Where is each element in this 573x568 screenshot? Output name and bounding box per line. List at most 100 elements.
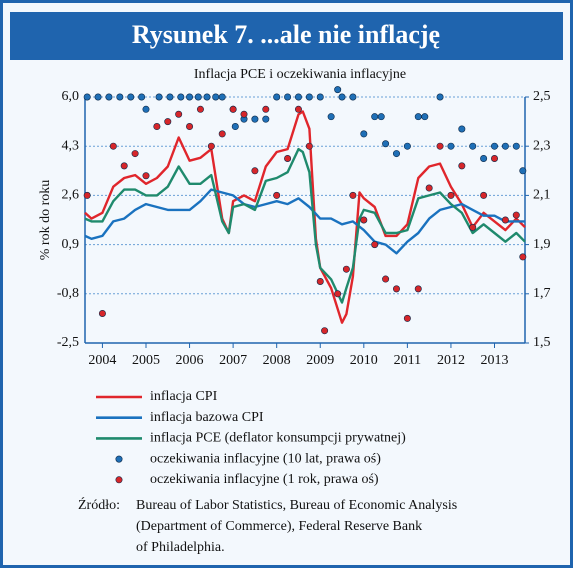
scatter-point xyxy=(371,113,379,121)
scatter-point xyxy=(360,216,368,224)
source-text: of Philadelphia. xyxy=(136,540,225,555)
scatter-point xyxy=(155,93,163,101)
scatter-point xyxy=(294,105,302,113)
scatter-point xyxy=(458,125,466,133)
y-tick-label: 4,3 xyxy=(62,138,80,153)
y-axis-label: % rok do roku xyxy=(38,180,53,261)
scatter-point xyxy=(284,93,292,101)
scatter-point xyxy=(273,93,281,101)
scatter-point xyxy=(116,93,124,101)
legend-marker xyxy=(115,476,123,484)
scatter-point xyxy=(127,93,135,101)
scatter-point xyxy=(305,93,313,101)
scatter-point xyxy=(327,113,335,121)
scatter-point xyxy=(421,113,429,121)
scatter-point xyxy=(512,211,520,219)
y-tick-label: 2,6 xyxy=(62,188,80,203)
scatter-point xyxy=(203,93,211,101)
scatter-point xyxy=(414,113,422,121)
scatter-point xyxy=(480,155,488,163)
y-tick-label: 0,9 xyxy=(62,237,80,252)
scatter-point xyxy=(436,142,444,150)
source-text: (Department of Commerce), Federal Reserv… xyxy=(136,519,422,534)
scatter-point xyxy=(334,290,342,298)
x-tick-label: 2008 xyxy=(263,353,291,368)
legend-label: inflacja PCE (deflator konsumpcji prywat… xyxy=(150,431,406,446)
scatter-point xyxy=(251,115,259,123)
scatter-point xyxy=(305,142,313,150)
scatter-point xyxy=(142,105,150,113)
scatter-point xyxy=(229,105,237,113)
x-tick-label: 2004 xyxy=(88,353,116,368)
x-tick-label: 2007 xyxy=(219,353,247,368)
scatter-point xyxy=(480,191,488,199)
legend-label: inflacja bazowa CPI xyxy=(150,410,264,425)
y2-tick-label: 1,9 xyxy=(533,237,551,252)
scatter-point xyxy=(447,191,455,199)
scatter-point xyxy=(142,172,150,180)
scatter-point xyxy=(98,309,106,317)
y2-tick-label: 1,5 xyxy=(533,335,551,350)
scatter-point xyxy=(218,130,226,138)
scatter-point xyxy=(349,93,357,101)
x-tick-label: 2005 xyxy=(132,353,160,368)
line-series xyxy=(84,147,526,304)
scatter-point xyxy=(392,150,400,158)
y2-tick-label: 1,7 xyxy=(533,286,551,301)
scatter-point xyxy=(321,327,329,335)
scatter-point xyxy=(316,277,324,285)
source-text: Bureau of Labor Statistics, Bureau of Ec… xyxy=(136,498,457,513)
scatter-point xyxy=(186,123,194,131)
scatter-point xyxy=(349,191,357,199)
scatter-point xyxy=(342,265,350,273)
legend-label: inflacja CPI xyxy=(150,389,218,404)
line-series xyxy=(84,110,526,324)
scatter-point xyxy=(436,93,444,101)
x-tick-label: 2013 xyxy=(481,353,509,368)
scatter-point xyxy=(138,93,146,101)
scatter-point xyxy=(316,93,324,101)
scatter-point xyxy=(382,140,390,148)
scatter-point xyxy=(403,142,411,150)
scatter-point xyxy=(120,162,128,170)
scatter-point xyxy=(519,253,527,261)
scatter-point xyxy=(501,216,509,224)
scatter-point xyxy=(218,93,226,101)
scatter-point xyxy=(512,142,520,150)
legend-marker xyxy=(115,455,123,463)
scatter-point xyxy=(382,275,390,283)
scatter-point xyxy=(177,93,185,101)
scatter-point xyxy=(240,110,248,118)
scatter-point xyxy=(131,150,139,158)
scatter-point xyxy=(231,123,239,131)
scatter-point xyxy=(153,123,161,131)
scatter-point xyxy=(105,93,113,101)
scatter-point xyxy=(83,191,91,199)
x-tick-label: 2010 xyxy=(350,353,378,368)
scatter-point xyxy=(334,86,342,94)
scatter-point xyxy=(194,93,202,101)
y2-tick-label: 2,3 xyxy=(533,138,551,153)
scatter-point xyxy=(251,167,259,175)
scatter-point xyxy=(175,110,183,118)
scatter-point xyxy=(491,142,499,150)
y-tick-label: -2,5 xyxy=(57,335,79,350)
y2-tick-label: 2,5 xyxy=(533,89,551,104)
scatter-point xyxy=(212,93,220,101)
scatter-point xyxy=(469,223,477,231)
scatter-point xyxy=(447,142,455,150)
scatter-point xyxy=(166,93,174,101)
scatter-point xyxy=(196,105,204,113)
scatter-point xyxy=(273,191,281,199)
scatter-point xyxy=(284,155,292,163)
scatter-point xyxy=(94,93,102,101)
x-tick-label: 2006 xyxy=(176,353,204,368)
chart-title: Rysunek 7. ...ale nie inflację xyxy=(132,20,440,49)
header-band xyxy=(10,12,563,60)
scatter-point xyxy=(403,314,411,322)
legend-label: oczekiwania inflacyjne (10 lat, prawa oś… xyxy=(150,451,381,466)
scatter-point xyxy=(519,167,527,175)
scatter-point xyxy=(294,93,302,101)
scatter-point xyxy=(414,285,422,293)
